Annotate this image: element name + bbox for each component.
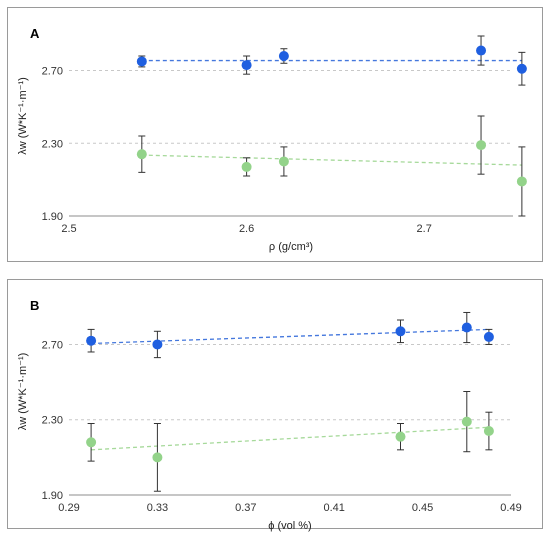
- chart-b-series-0-point: [395, 326, 406, 337]
- chart-a-series-0-point: [136, 56, 147, 67]
- chart-b-x-tick-label: 0.33: [147, 502, 168, 514]
- chart-a-y-axis-label: λw (W*K⁻¹·m⁻¹): [17, 77, 29, 155]
- chart-a-y-tick-label: 1.90: [42, 211, 63, 223]
- chart-b-series-0-point: [152, 339, 163, 350]
- chart-a-series-1-point: [476, 140, 487, 151]
- chart-b-series-0-trendline: [91, 328, 489, 345]
- chart-b-panel-letter: B: [30, 298, 39, 313]
- chart-a-series-0-point: [476, 45, 487, 56]
- chart-panel-b: B 1.90 2.30 2.70 0.29 0.33 0.37 0.41 0.45 0.49 ϕ (…: [7, 279, 543, 532]
- chart-b-x-tick-label: 0.49: [500, 502, 521, 514]
- chart-panel-a: A 1.90 2.30 2.70 2.5 2.6 2.7 ρ (g/cm³) λw (W*K⁻¹…: [7, 7, 543, 262]
- chart-b-series-0-point: [461, 322, 472, 333]
- chart-a-svg: A 1.90 2.30 2.70 2.5 2.6 2.7 ρ (g/cm³) λw (W*K⁻¹…: [17, 26, 527, 253]
- chart-b-x-tick-label: 0.41: [323, 502, 344, 514]
- chart-a-series-0-point: [516, 63, 527, 74]
- chart-b-series-1-trendline: [91, 426, 489, 451]
- chart-a-series-1-point: [136, 149, 147, 160]
- chart-b-series-0-point: [483, 331, 494, 342]
- chart-b-x-tick-label: 0.29: [58, 502, 79, 514]
- chart-b-x-tick-label: 0.45: [412, 502, 433, 514]
- chart-a-x-tick-label: 2.6: [239, 223, 254, 235]
- chart-b-svg: B 1.90 2.30 2.70 0.29 0.33 0.37 0.41 0.45 0.49 ϕ (…: [17, 298, 522, 532]
- chart-a-series-0-point: [278, 51, 289, 61]
- chart-a-x-tick-label: 2.5: [61, 223, 76, 235]
- chart-b-series-1-point: [86, 437, 97, 448]
- chart-a-series-0-point: [241, 60, 252, 71]
- chart-b-series-1-point: [483, 426, 494, 437]
- chart-a-x-tick-label: 2.7: [417, 223, 432, 235]
- chart-a-y-tick-label: 2.70: [42, 66, 63, 78]
- chart-b-y-tick-label: 2.30: [42, 415, 63, 427]
- chart-b-y-tick-label: 2.70: [42, 339, 63, 351]
- chart-a-y-tick-label: 2.30: [42, 138, 63, 150]
- chart-a-series-1-point: [516, 176, 527, 187]
- chart-b-series-0-point: [86, 335, 97, 346]
- chart-b-series-1-point: [152, 452, 163, 463]
- chart-b-series-1-point: [395, 431, 406, 442]
- chart-a-series-1-point: [278, 156, 289, 167]
- chart-a-panel-letter: A: [30, 26, 40, 41]
- chart-b-y-axis-label: λw (W*K⁻¹·m⁻¹): [17, 353, 29, 431]
- chart-a-series-1-point: [241, 161, 252, 172]
- chart-b-x-axis-label: ϕ (vol %): [268, 520, 311, 532]
- chart-b-y-tick-label: 1.90: [42, 490, 63, 502]
- chart-a-series-1-trendline: [141, 154, 522, 166]
- chart-a-x-axis-label: ρ (g/cm³): [269, 241, 313, 253]
- chart-b-series-1-point: [461, 416, 472, 427]
- chart-b-x-tick-label: 0.37: [235, 502, 256, 514]
